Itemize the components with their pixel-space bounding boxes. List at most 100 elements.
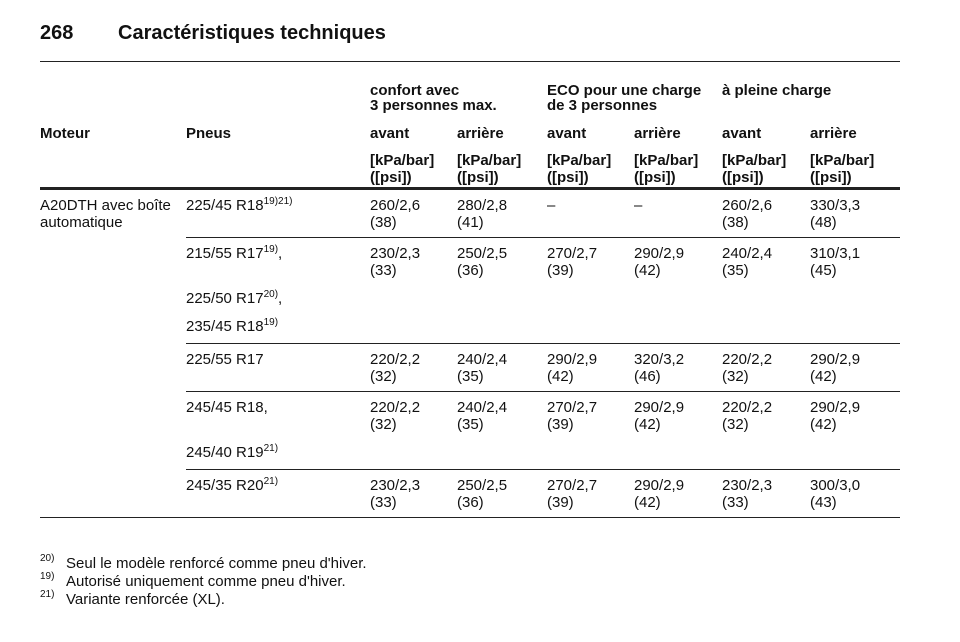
tire-size: 225/55 R17 — [186, 351, 264, 368]
unit-label: [kPa/bar] — [457, 152, 522, 169]
row-rule — [186, 237, 900, 238]
pressure-psi: (48) — [810, 214, 837, 231]
column-header: Pneus — [186, 125, 232, 142]
pressure-bar: 240/2,4 — [457, 351, 508, 368]
pressure-bar: 290/2,9 — [810, 351, 861, 368]
pressure-psi: (35) — [457, 368, 484, 385]
header-rule — [40, 61, 900, 62]
pressure-psi: (45) — [810, 262, 837, 279]
pressure-psi: (39) — [547, 416, 574, 433]
pressure-psi: (46) — [634, 368, 661, 385]
row-rule — [40, 517, 900, 518]
pressure-psi: (35) — [722, 262, 749, 279]
tire-size: 225/45 R1819)21) — [186, 196, 293, 215]
pressure-bar: 290/2,9 — [810, 399, 861, 416]
pressure-psi: (32) — [370, 416, 397, 433]
pressure-psi: (42) — [547, 368, 574, 385]
group-header: confort avec — [370, 82, 460, 99]
column-header: Moteur — [40, 125, 90, 142]
pressure-bar: 250/2,5 — [457, 477, 508, 494]
unit-label: [kPa/bar] — [547, 152, 612, 169]
unit-label: ([psi]) — [722, 169, 764, 186]
tire-footnote-ref: 21) — [263, 476, 279, 487]
pressure-psi: (33) — [722, 494, 749, 511]
group-header: de 3 personnes — [547, 97, 658, 114]
pressure-bar: 220/2,2 — [370, 399, 421, 416]
unit-label: ([psi]) — [370, 169, 412, 186]
column-header: arrière — [634, 125, 681, 142]
pressure-psi: (42) — [810, 416, 837, 433]
pressure-bar: 230/2,3 — [370, 477, 421, 494]
pressure-bar: 270/2,7 — [547, 245, 598, 262]
tire-footnote-ref: 19)21) — [263, 196, 293, 207]
pressure-psi: (39) — [547, 494, 574, 511]
unit-label: [kPa/bar] — [634, 152, 699, 169]
pressure-bar: 240/2,4 — [722, 245, 773, 262]
column-header: arrière — [457, 125, 504, 142]
pressure-bar: 330/3,3 — [810, 197, 861, 214]
footnote-marker: 20) — [40, 553, 55, 564]
tire-suffix: , — [278, 290, 283, 307]
page-number: 268 — [40, 22, 74, 44]
tire-name: 245/40 R19 — [186, 444, 264, 461]
column-header: avant — [722, 125, 762, 142]
pressure-psi: (32) — [370, 368, 397, 385]
tire-name: 235/45 R18 — [186, 318, 264, 335]
pressure-psi: (43) — [810, 494, 837, 511]
pressure-psi: (41) — [457, 214, 484, 231]
pressure-psi: (39) — [547, 262, 574, 279]
header-bottom-rule — [40, 187, 900, 190]
pressure-psi: (42) — [810, 368, 837, 385]
tire-size: 235/45 R1819) — [186, 317, 279, 336]
footnote-marker: 19) — [40, 571, 55, 582]
pressure-psi: (33) — [370, 494, 397, 511]
tire-name: 245/45 R18, — [186, 399, 268, 416]
pressure-bar: 300/3,0 — [810, 477, 861, 494]
unit-label: ([psi]) — [547, 169, 589, 186]
group-header: ECO pour une charge — [547, 82, 702, 99]
unit-label: ([psi]) — [457, 169, 499, 186]
column-header: avant — [370, 125, 410, 142]
page-title: Caractéristiques techniques — [118, 22, 386, 44]
tire-name: 245/35 R20 — [186, 477, 264, 494]
pressure-bar: 290/2,9 — [634, 245, 685, 262]
group-header: à pleine charge — [722, 82, 832, 99]
pressure-bar: 290/2,9 — [634, 477, 685, 494]
pressure-bar: 280/2,8 — [457, 197, 508, 214]
pressure-bar: 260/2,6 — [722, 197, 773, 214]
footnote-marker: 21) — [40, 589, 55, 600]
tire-size: 215/55 R1719), — [186, 244, 283, 263]
tire-footnote-ref: 21) — [263, 443, 279, 454]
pressure-psi: (38) — [370, 214, 397, 231]
pressure-psi: (42) — [634, 494, 661, 511]
unit-label: [kPa/bar] — [810, 152, 875, 169]
unit-label: ([psi]) — [634, 169, 676, 186]
tire-suffix: , — [278, 245, 283, 262]
tire-name: 215/55 R17 — [186, 245, 264, 262]
pressure-bar: 290/2,9 — [547, 351, 598, 368]
pressure-psi: (36) — [457, 262, 484, 279]
pressure-bar: 270/2,7 — [547, 477, 598, 494]
tire-footnote-ref: 19) — [263, 244, 279, 255]
pressure-psi: (33) — [370, 262, 397, 279]
pressure-bar: 320/3,2 — [634, 351, 685, 368]
footnote-text: Seul le modèle renforcé comme pneu d'hiv… — [66, 555, 367, 572]
tire-name: 225/55 R17 — [186, 351, 264, 368]
engine: A20DTH avec boîte automatique — [40, 197, 171, 231]
pressure-psi: (35) — [457, 416, 484, 433]
pressure-psi: (32) — [722, 416, 749, 433]
group-header: 3 personnes max. — [370, 97, 497, 114]
unit-label: ([psi]) — [810, 169, 852, 186]
tire-footnote-ref: 19) — [263, 317, 279, 328]
tire-footnote-ref: 20) — [263, 289, 279, 300]
tire-name: 225/45 R18 — [186, 197, 264, 214]
pressure-psi: (42) — [634, 416, 661, 433]
pressure-bar: 220/2,2 — [722, 399, 773, 416]
column-header: avant — [547, 125, 587, 142]
unit-label: [kPa/bar] — [370, 152, 435, 169]
pressure-bar: – — [634, 197, 643, 214]
footnote-text: Autorisé uniquement comme pneu d'hiver. — [66, 573, 346, 590]
pressure-bar: – — [547, 197, 556, 214]
row-rule — [186, 469, 900, 470]
